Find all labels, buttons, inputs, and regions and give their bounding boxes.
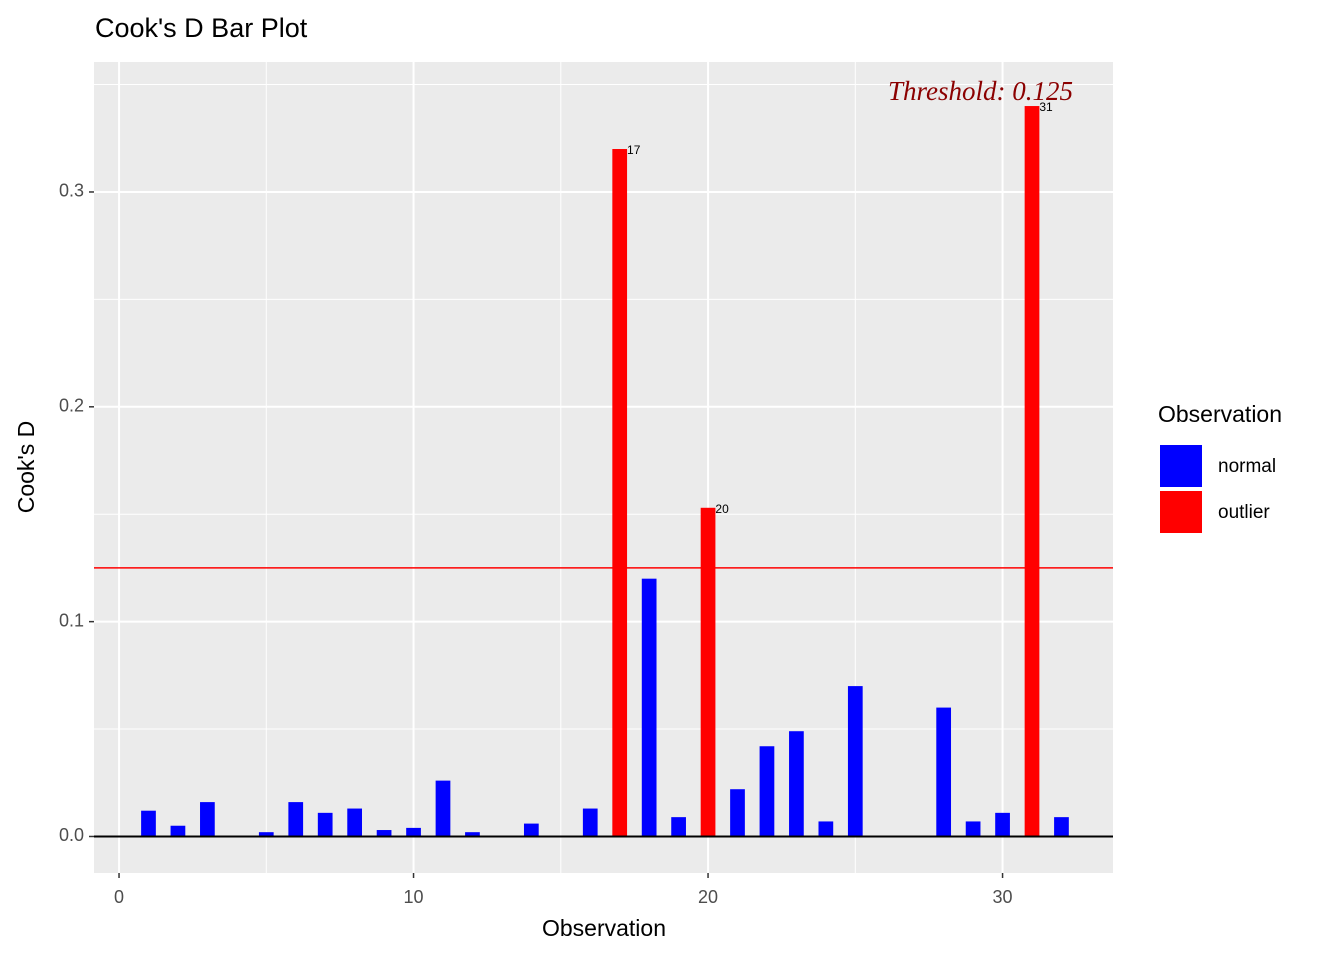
bar (288, 802, 304, 837)
chart-title: Cook's D Bar Plot (95, 13, 308, 43)
bar (582, 808, 598, 837)
x-tick-label: 0 (114, 887, 124, 907)
bar (317, 812, 333, 837)
y-tick-label: 0.2 (59, 396, 84, 416)
bar (465, 832, 480, 837)
bar (671, 817, 686, 837)
bar (347, 808, 363, 837)
x-axis-title: Observation (542, 915, 666, 941)
bar (730, 789, 745, 837)
x-tick-label: 10 (404, 887, 424, 907)
bar (641, 578, 657, 837)
bar (435, 780, 451, 837)
bar (847, 686, 863, 837)
y-tick-label: 0.3 (59, 181, 84, 201)
y-tick-label: 0.0 (59, 825, 84, 845)
bar (818, 821, 834, 837)
bar (759, 746, 775, 837)
bar-label: 31 (1039, 100, 1053, 114)
bar (965, 821, 981, 837)
bar (1054, 817, 1069, 837)
y-axis-title: Cook's D (13, 421, 39, 514)
bar (141, 810, 156, 837)
x-tick-label: 30 (993, 887, 1013, 907)
legend-swatch (1160, 491, 1202, 533)
bar (700, 507, 716, 837)
bar (789, 731, 804, 837)
legend-swatch (1160, 445, 1202, 487)
bar-label: 17 (627, 143, 641, 157)
bar-label: 20 (715, 502, 729, 516)
bar (406, 827, 421, 837)
legend-title: Observation (1158, 401, 1282, 427)
bar (170, 825, 186, 837)
bar (376, 830, 392, 837)
x-tick-label: 20 (698, 887, 718, 907)
bar (995, 812, 1010, 837)
bar (1024, 106, 1040, 837)
bar (612, 149, 628, 837)
legend-label: normal (1218, 456, 1276, 477)
legend-label: outlier (1218, 502, 1270, 523)
bar (523, 823, 539, 837)
bar (258, 832, 274, 837)
bar (200, 802, 215, 837)
y-tick-label: 0.1 (59, 610, 84, 630)
threshold-label: Threshold: 0.125 (888, 76, 1073, 106)
plot-panel (94, 62, 1113, 873)
bar (936, 707, 952, 837)
